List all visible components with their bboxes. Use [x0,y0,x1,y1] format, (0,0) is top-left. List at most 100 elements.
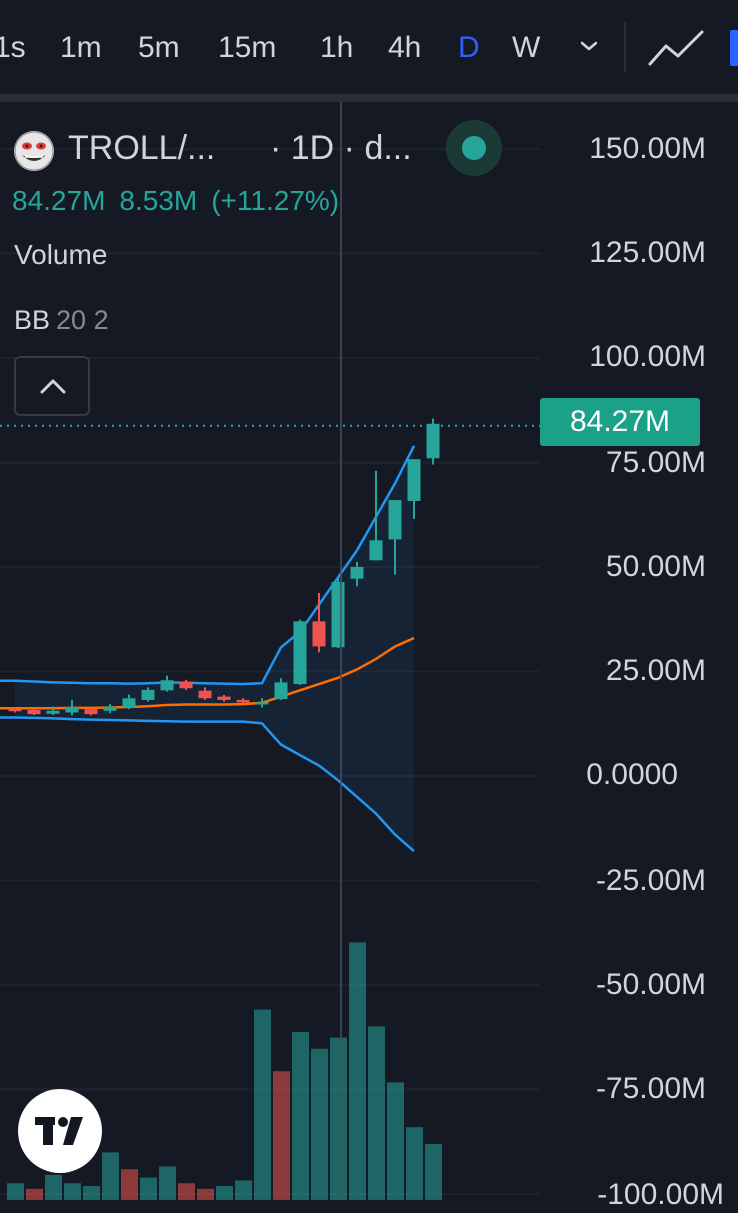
candle [426,418,440,465]
candle [46,706,60,715]
bb-name: BB [14,305,51,335]
timeframe-d[interactable]: D [458,31,480,64]
change-percent: (+11.27%) [211,185,340,216]
price-axis-label: 0.0000 [586,758,678,791]
bb-lower-line [0,716,415,853]
timeframe-1h[interactable]: 1h [320,31,354,64]
toolbar-overflow-button[interactable] [730,30,738,66]
volume-bar [292,1032,309,1200]
candle-body [350,567,364,579]
volume-bar [26,1188,43,1200]
ohlc-values: 84.27M 8.53M (+11.27%) [12,184,353,218]
candle [312,592,326,653]
close-value: 84.27M [12,185,106,216]
candle-body [84,709,98,715]
timeframe-toolbar: 1s 1m 5m 15m 1h 4h D W [0,0,738,94]
candle [198,687,212,700]
candle-body [198,690,212,699]
volume-bar [178,1183,195,1200]
toolbar-border [0,94,738,102]
candle [179,679,193,690]
candle [255,698,269,708]
volume-bar [273,1071,290,1200]
timeframe-15m[interactable]: 15m [218,31,277,64]
volume-bar [368,1026,385,1200]
market-status-indicator[interactable] [446,120,502,176]
volume-bar [102,1152,119,1200]
timeframe-4h[interactable]: 4h [388,31,422,64]
candle-body [312,621,326,647]
timeframe-w[interactable]: W [512,31,541,64]
volume-bar [330,1037,347,1200]
candle-body [274,682,288,700]
volume-bar [349,942,366,1200]
price-axis-label: -25.00M [595,864,706,897]
volume-bar [7,1183,24,1200]
candle [331,577,345,649]
candle [388,500,402,575]
candle-body [46,710,60,714]
line-chart-icon[interactable] [646,26,706,70]
candle [160,675,174,692]
volume-bar [121,1169,138,1200]
candle-body [236,699,250,703]
candle [122,694,136,710]
volume-bar [197,1188,214,1200]
candle-body [122,698,136,708]
candle [217,694,231,702]
candle-body [160,680,174,691]
price-chart[interactable] [0,102,738,1200]
candle [407,459,421,519]
symbol-legend[interactable]: TROLL/... · 1D · d... [14,128,534,171]
price-axis-label: -50.00M [595,968,706,1001]
volume-bar [83,1186,100,1200]
candle [350,561,364,587]
candle [103,704,117,714]
price-axis-label: 50.00M [605,550,706,583]
candle [27,709,41,715]
candle [8,707,22,713]
candle [236,698,250,704]
toolbar-divider [624,22,626,72]
chevron-down-icon[interactable] [577,34,601,58]
candle-body [331,582,345,648]
current-price-tag: 84.27M [540,398,700,446]
price-axis-label: 100.00M [589,340,706,373]
volume-bar [235,1180,252,1200]
candle [369,470,383,561]
volume-bar [311,1048,328,1200]
volume-bar [45,1174,62,1200]
price-axis-label: 75.00M [605,446,706,479]
candle-body [179,681,193,689]
candle-body [103,706,117,711]
price-axis-label: 25.00M [605,654,706,687]
symbol-interval-exchange[interactable]: · 1D · d... [270,129,412,167]
symbol-name[interactable]: TROLL/... [68,129,216,167]
candle-body [217,696,231,700]
price-axis-label: -75.00M [595,1072,706,1105]
volume-bar [216,1186,233,1200]
volume-indicator-label[interactable]: Volume [14,239,108,270]
timeframe-1m[interactable]: 1m [60,31,102,64]
candle-body [141,689,155,700]
status-dot-icon [462,136,486,160]
volume-bar [140,1177,157,1200]
candle [293,619,307,685]
price-axis-label: 150.00M [589,132,706,165]
timeframe-5m[interactable]: 5m [138,31,180,64]
bb-fill-area [15,445,414,852]
candle-body [27,709,41,715]
volume-bar [64,1183,81,1200]
candle-body [8,709,22,712]
bollinger-bands-label[interactable]: BB 20 2 [14,303,109,337]
timeframe-1s[interactable]: 1s [0,31,26,64]
candle [141,687,155,702]
tradingview-logo-icon[interactable] [18,1089,102,1173]
collapse-legend-button[interactable] [14,356,90,416]
price-axis-label: 125.00M [589,236,706,269]
volume-bar [254,1009,271,1200]
candle-body [388,500,402,540]
change-value: 8.53M [119,185,198,216]
bb-upper-line [0,445,416,686]
volume-bar [406,1127,423,1200]
